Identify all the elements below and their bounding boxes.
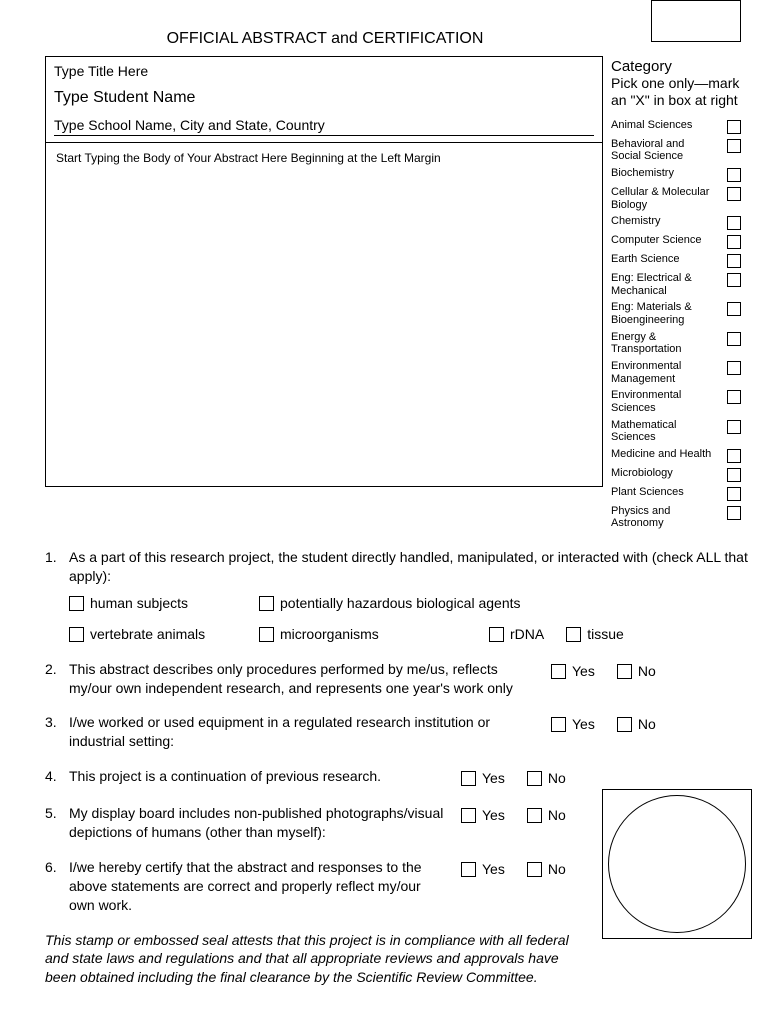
q1-hazbio-label: potentially hazardous biological agents — [280, 594, 521, 613]
category-row: Behavioral and Social Science — [611, 138, 741, 163]
q1-hazbio-checkbox[interactable] — [259, 596, 274, 611]
category-label: Cellular & Molecular Biology — [611, 186, 715, 211]
category-row: Microbiology — [611, 467, 741, 482]
category-checkbox[interactable] — [727, 168, 741, 182]
q1-vert-label: vertebrate animals — [90, 625, 205, 644]
q1-text: As a part of this research project, the … — [69, 548, 750, 586]
q6-text: I/we hereby certify that the abstract an… — [69, 858, 449, 915]
q2-no-checkbox[interactable] — [617, 664, 632, 679]
category-label: Biochemistry — [611, 167, 715, 180]
category-checkbox[interactable] — [727, 302, 741, 316]
category-label: Medicine and Health — [611, 448, 715, 461]
category-checkbox[interactable] — [727, 332, 741, 346]
q1-tissue-label: tissue — [587, 625, 624, 644]
category-checkbox[interactable] — [727, 216, 741, 230]
category-row: Eng: Materials & Bioengineering — [611, 301, 741, 326]
q4-no-checkbox[interactable] — [527, 771, 542, 786]
category-label: Environmental Sciences — [611, 389, 715, 414]
category-checkbox[interactable] — [727, 361, 741, 375]
category-row: Environmental Sciences — [611, 389, 741, 414]
category-checkbox[interactable] — [727, 420, 741, 434]
category-row: Plant Sciences — [611, 486, 741, 501]
category-label: Physics and Astronomy — [611, 505, 715, 530]
category-checkbox[interactable] — [727, 487, 741, 501]
q6-yes-checkbox[interactable] — [461, 862, 476, 877]
category-row: Cellular & Molecular Biology — [611, 186, 741, 211]
student-name-input[interactable]: Type Student Name — [54, 89, 594, 107]
q1-rdna-label: rDNA — [510, 625, 544, 644]
category-label: Environmental Management — [611, 360, 715, 385]
category-label: Plant Sciences — [611, 486, 715, 499]
q3-text: I/we worked or used equipment in a regul… — [69, 713, 539, 751]
category-checkbox[interactable] — [727, 506, 741, 520]
category-row: Chemistry — [611, 215, 741, 230]
page-title: OFFICIAL ABSTRACT and CERTIFICATION — [45, 30, 575, 48]
category-checkbox[interactable] — [727, 139, 741, 153]
category-checkbox[interactable] — [727, 187, 741, 201]
header-box: Type Title Here Type Student Name Type S… — [45, 56, 603, 143]
question-4: 4. This project is a continuation of pre… — [45, 767, 750, 788]
category-checkbox[interactable] — [727, 390, 741, 404]
category-label: Energy & Transportation — [611, 331, 715, 356]
q2-yes-checkbox[interactable] — [551, 664, 566, 679]
stamp-circle-icon — [608, 795, 746, 933]
stamp-area — [602, 789, 752, 939]
category-row: Eng: Electrical & Mechanical — [611, 272, 741, 297]
q1-vert-checkbox[interactable] — [69, 627, 84, 642]
category-row: Medicine and Health — [611, 448, 741, 463]
category-label: Animal Sciences — [611, 119, 715, 132]
q1-rdna-checkbox[interactable] — [489, 627, 504, 642]
category-checkbox[interactable] — [727, 468, 741, 482]
question-2: 2. This abstract describes only procedur… — [45, 660, 750, 698]
school-input[interactable]: Type School Name, City and State, Countr… — [54, 117, 594, 136]
category-checkbox[interactable] — [727, 235, 741, 249]
category-list: Animal Sciences Behavioral and Social Sci… — [611, 119, 741, 531]
category-row: Environmental Management — [611, 360, 741, 385]
title-input[interactable]: Type Title Here — [54, 63, 594, 79]
q3-yes-checkbox[interactable] — [551, 717, 566, 732]
category-row: Animal Sciences — [611, 119, 741, 134]
q2-text: This abstract describes only procedures … — [69, 660, 539, 698]
q3-no-checkbox[interactable] — [617, 717, 632, 732]
category-row: Energy & Transportation — [611, 331, 741, 356]
category-label: Behavioral and Social Science — [611, 138, 715, 163]
top-right-box — [651, 0, 741, 42]
category-label: Eng: Materials & Bioengineering — [611, 301, 715, 326]
q1-tissue-checkbox[interactable] — [566, 627, 581, 642]
category-label: Microbiology — [611, 467, 715, 480]
category-checkbox[interactable] — [727, 120, 741, 134]
category-row: Physics and Astronomy — [611, 505, 741, 530]
abstract-body-input[interactable]: Start Typing the Body of Your Abstract H… — [45, 143, 603, 487]
q1-micro-checkbox[interactable] — [259, 627, 274, 642]
category-checkbox[interactable] — [727, 449, 741, 463]
category-label: Chemistry — [611, 215, 715, 228]
category-row: Earth Science — [611, 253, 741, 268]
stamp-box — [602, 789, 752, 939]
category-heading: Category — [611, 58, 741, 75]
category-label: Mathematical Sciences — [611, 419, 715, 444]
category-instruction: Pick one only—mark an "X" in box at righ… — [611, 75, 741, 109]
question-1: 1. As a part of this research project, t… — [45, 548, 750, 644]
category-row: Mathematical Sciences — [611, 419, 741, 444]
q4-text: This project is a continuation of previo… — [69, 767, 449, 786]
category-label: Earth Science — [611, 253, 715, 266]
q4-yes-checkbox[interactable] — [461, 771, 476, 786]
category-label: Eng: Electrical & Mechanical — [611, 272, 715, 297]
q5-no-checkbox[interactable] — [527, 808, 542, 823]
category-row: Biochemistry — [611, 167, 741, 182]
q1-micro-label: microorganisms — [280, 625, 379, 644]
category-checkbox[interactable] — [727, 273, 741, 287]
category-row: Computer Science — [611, 234, 741, 249]
q6-no-checkbox[interactable] — [527, 862, 542, 877]
footer-note: This stamp or embossed seal attests that… — [45, 931, 585, 988]
q5-text: My display board includes non-published … — [69, 804, 449, 842]
q1-human-label: human subjects — [90, 594, 188, 613]
q1-human-checkbox[interactable] — [69, 596, 84, 611]
questions-section: 1. As a part of this research project, t… — [45, 548, 750, 987]
q5-yes-checkbox[interactable] — [461, 808, 476, 823]
question-3: 3. I/we worked or used equipment in a re… — [45, 713, 750, 751]
category-label: Computer Science — [611, 234, 715, 247]
category-checkbox[interactable] — [727, 254, 741, 268]
